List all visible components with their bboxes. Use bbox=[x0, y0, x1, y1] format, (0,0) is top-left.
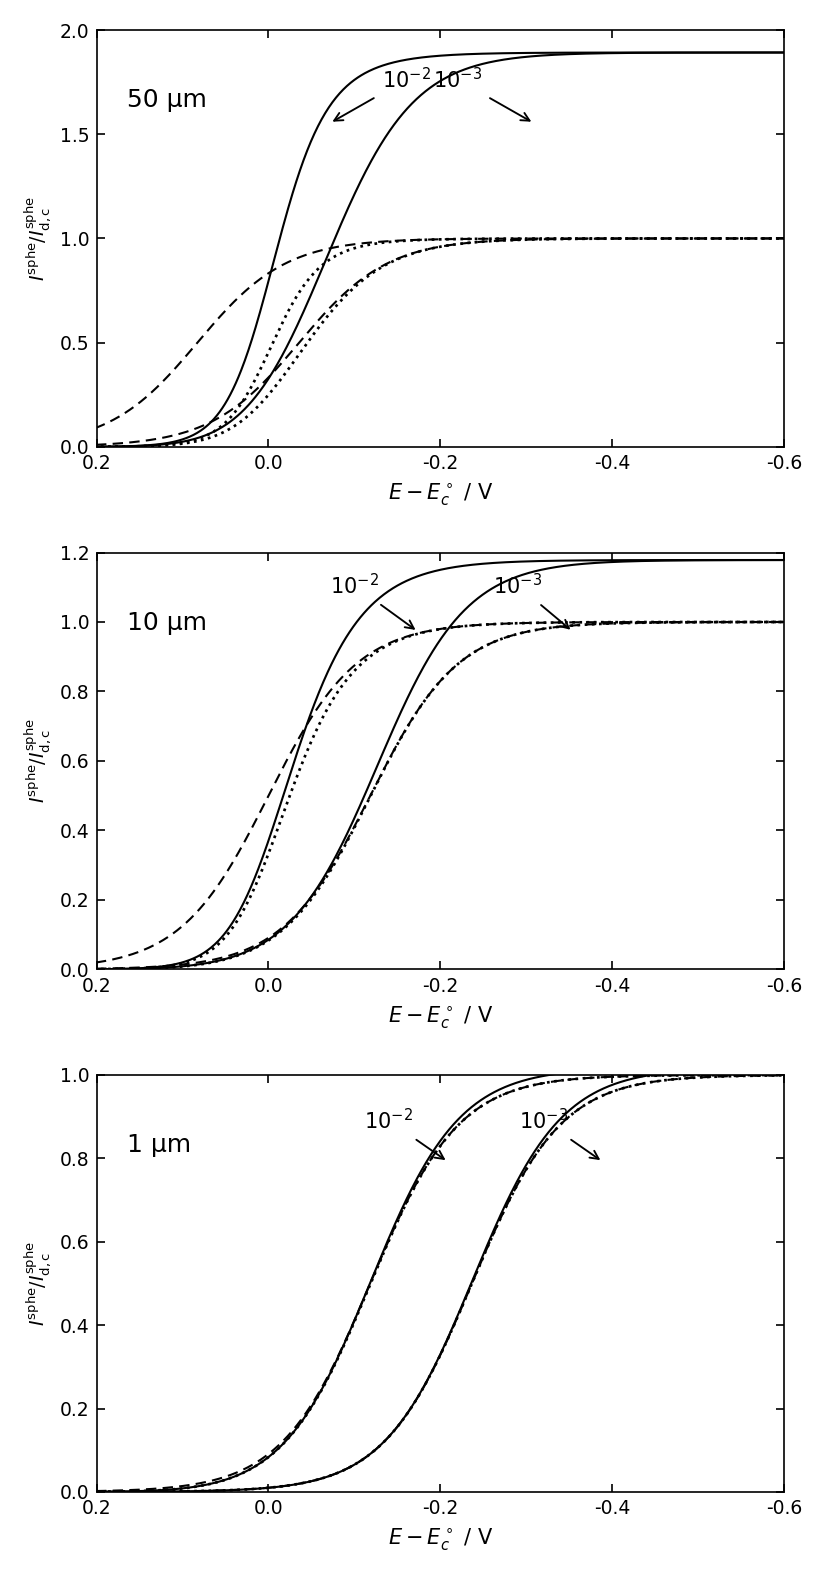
X-axis label: $E - E_c^\circ$ / V: $E - E_c^\circ$ / V bbox=[388, 482, 493, 507]
Y-axis label: $I^{\rm sphe}/I^{\rm sphe}_{\rm d,c}$: $I^{\rm sphe}/I^{\rm sphe}_{\rm d,c}$ bbox=[22, 195, 54, 280]
Text: $10^{-3}$: $10^{-3}$ bbox=[493, 573, 569, 628]
Text: 1 μm: 1 μm bbox=[126, 1134, 191, 1158]
Text: $10^{-3}$: $10^{-3}$ bbox=[433, 68, 530, 121]
Text: $10^{-3}$: $10^{-3}$ bbox=[519, 1107, 599, 1159]
Text: $10^{-2}$: $10^{-2}$ bbox=[334, 68, 431, 121]
Text: $10^{-2}$: $10^{-2}$ bbox=[365, 1107, 444, 1159]
Text: 50 μm: 50 μm bbox=[126, 88, 206, 112]
Y-axis label: $I^{\rm sphe}/I^{\rm sphe}_{\rm d,c}$: $I^{\rm sphe}/I^{\rm sphe}_{\rm d,c}$ bbox=[22, 1241, 54, 1326]
Text: 10 μm: 10 μm bbox=[126, 611, 206, 635]
X-axis label: $E - E_c^\circ$ / V: $E - E_c^\circ$ / V bbox=[388, 1526, 493, 1553]
Y-axis label: $I^{\rm sphe}/I^{\rm sphe}_{\rm d,c}$: $I^{\rm sphe}/I^{\rm sphe}_{\rm d,c}$ bbox=[22, 718, 54, 803]
X-axis label: $E - E_c^\circ$ / V: $E - E_c^\circ$ / V bbox=[388, 1003, 493, 1030]
Text: $10^{-2}$: $10^{-2}$ bbox=[330, 573, 414, 628]
